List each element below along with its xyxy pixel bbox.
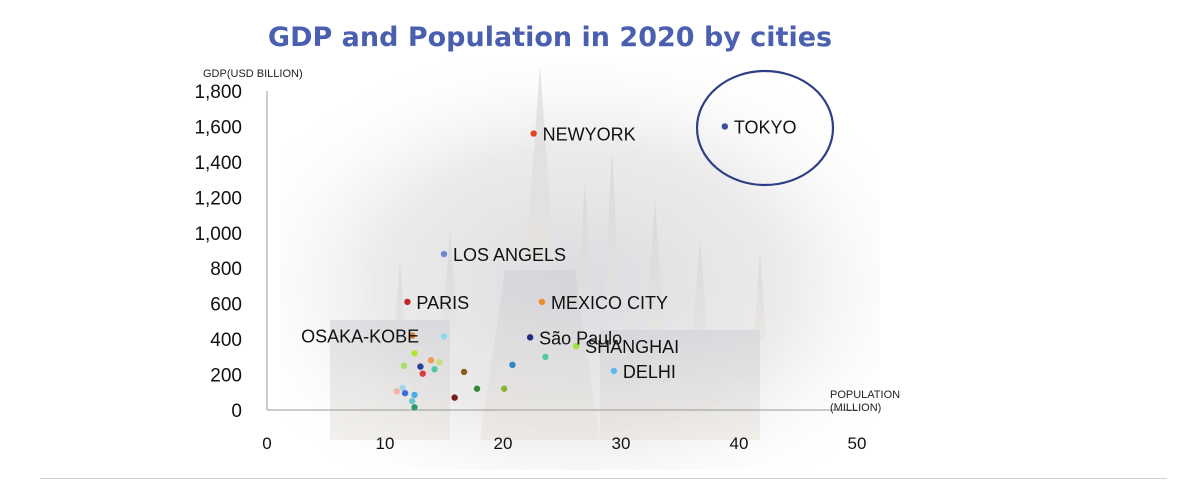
data-point bbox=[401, 389, 409, 397]
x-axis-title-line1: POPULATION bbox=[830, 389, 900, 401]
data-point bbox=[572, 343, 580, 350]
background-temple-image bbox=[280, 60, 880, 470]
x-tick-label: 50 bbox=[848, 434, 867, 453]
point-label: TOKYO bbox=[734, 117, 797, 137]
data-point bbox=[460, 368, 468, 376]
data-point bbox=[526, 334, 534, 341]
y-tick-label: 0 bbox=[231, 401, 242, 422]
data-point bbox=[538, 298, 546, 306]
x-axis-title-line2: (MILLION) bbox=[830, 402, 881, 414]
data-point bbox=[411, 404, 418, 411]
y-tick-label: 600 bbox=[210, 295, 242, 316]
point-label: São Paulo bbox=[539, 328, 622, 348]
axes bbox=[266, 91, 857, 411]
y-tick-label: 1,600 bbox=[194, 117, 242, 138]
x-tick-label: 30 bbox=[612, 434, 631, 453]
y-axis-title: GDP(USD BILLION) bbox=[203, 68, 303, 80]
point-label: SHANGHAI bbox=[585, 337, 679, 357]
x-tick-label: 10 bbox=[376, 434, 395, 453]
x-axis-ticks: 0 10 20 30 40 50 bbox=[262, 434, 866, 453]
y-tick-label: 1,800 bbox=[194, 82, 242, 103]
data-point bbox=[610, 367, 618, 375]
point-label: DELHI bbox=[623, 362, 676, 382]
point-label: NEWYORK bbox=[543, 125, 636, 145]
data-point bbox=[542, 353, 549, 361]
data-point bbox=[530, 130, 537, 137]
data-point bbox=[419, 370, 426, 377]
y-tick-label: 1,000 bbox=[194, 224, 242, 245]
data-point bbox=[473, 385, 481, 392]
data-point bbox=[408, 332, 416, 339]
point-label: MEXICO CITY bbox=[551, 293, 668, 313]
data-point bbox=[427, 357, 435, 364]
y-tick-label: 400 bbox=[210, 330, 242, 351]
data-point bbox=[431, 366, 438, 373]
data-point bbox=[500, 385, 508, 392]
data-point bbox=[411, 391, 418, 399]
data-points bbox=[393, 123, 729, 411]
y-tick-label: 1,400 bbox=[194, 153, 242, 174]
data-point bbox=[417, 363, 424, 370]
y-tick-label: 800 bbox=[210, 259, 242, 280]
data-point bbox=[440, 333, 448, 340]
y-axis-ticks: 0 200 400 600 800 1,000 1,200 1,400 1,600 1,800 bbox=[194, 82, 242, 422]
data-point bbox=[451, 394, 458, 401]
point-label: LOS ANGELS bbox=[453, 245, 566, 265]
bottom-divider bbox=[40, 478, 1167, 479]
data-point bbox=[509, 361, 516, 369]
x-tick-label: 40 bbox=[730, 434, 749, 453]
data-point bbox=[436, 358, 443, 366]
chart-title: GDP and Population in 2020 by cities bbox=[267, 22, 833, 53]
data-point bbox=[408, 397, 416, 405]
data-point bbox=[400, 362, 408, 369]
data-point bbox=[399, 384, 406, 392]
x-tick-label: 0 bbox=[262, 434, 271, 453]
data-point bbox=[721, 123, 729, 130]
y-tick-label: 1,200 bbox=[194, 188, 242, 209]
data-point bbox=[440, 250, 448, 258]
data-point bbox=[404, 298, 411, 306]
y-tick-label: 200 bbox=[210, 366, 242, 387]
point-label: PARIS bbox=[416, 293, 469, 313]
data-point bbox=[411, 350, 418, 357]
x-tick-label: 20 bbox=[494, 434, 513, 453]
data-point bbox=[393, 388, 400, 395]
point-label: OSAKA-KOBE bbox=[301, 327, 419, 347]
point-labels: TOKYO NEWYORK LOS ANGELS PARIS MEXICO CITY OS… bbox=[301, 117, 796, 382]
tokyo-highlight-circle bbox=[695, 69, 835, 187]
